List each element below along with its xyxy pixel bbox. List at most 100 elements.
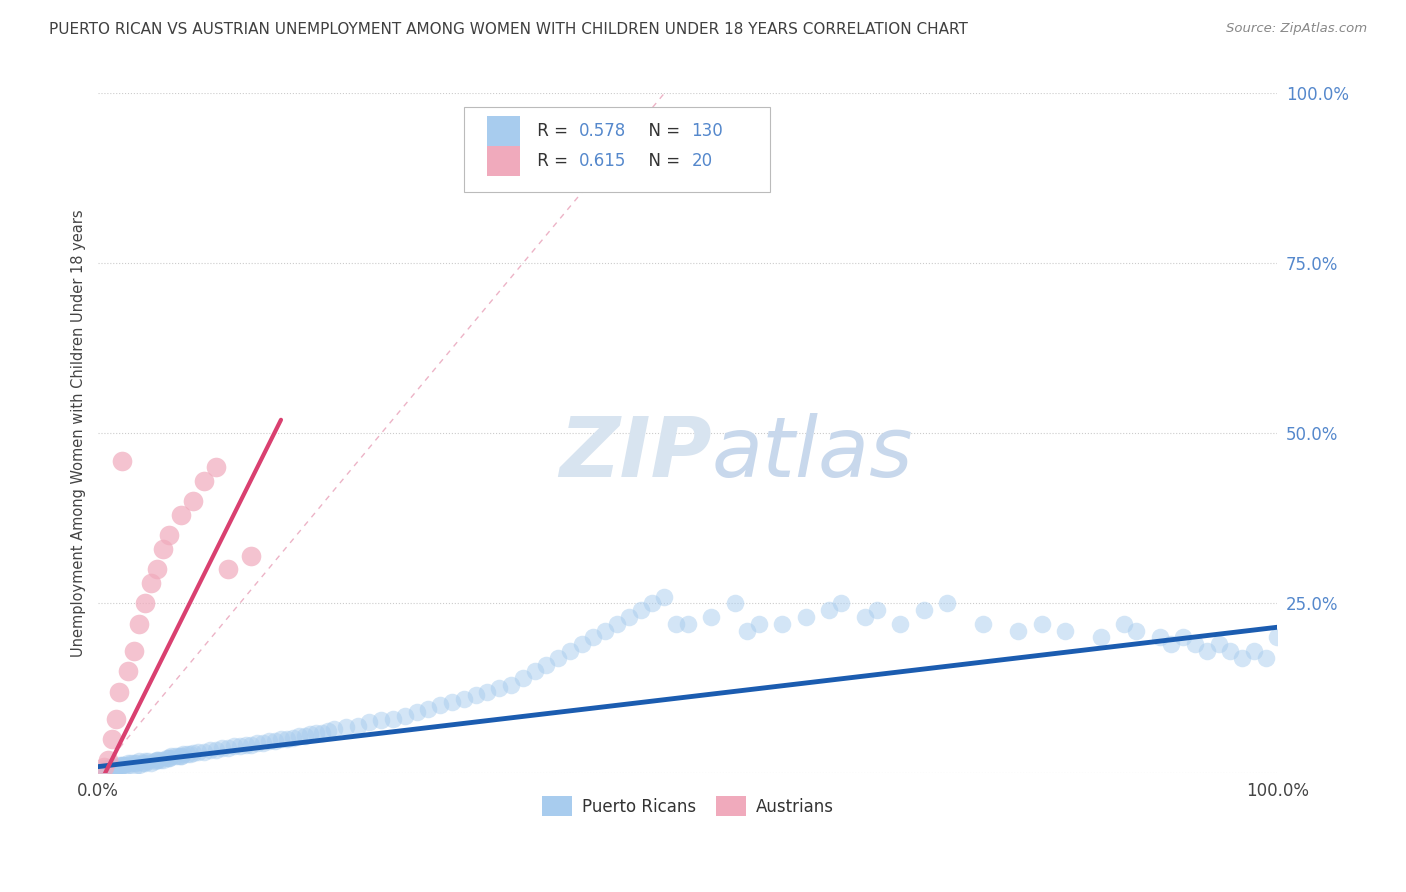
Point bbox=[111, 758, 134, 772]
Point bbox=[889, 616, 911, 631]
Point bbox=[128, 758, 150, 772]
Point bbox=[370, 714, 392, 728]
Point bbox=[1243, 644, 1265, 658]
Point bbox=[179, 747, 201, 762]
Point bbox=[547, 650, 569, 665]
Point bbox=[97, 763, 120, 777]
Text: R =: R = bbox=[531, 122, 574, 140]
Point bbox=[595, 624, 617, 638]
Point bbox=[794, 610, 817, 624]
Point bbox=[155, 751, 177, 765]
Point bbox=[440, 695, 463, 709]
Point bbox=[748, 616, 770, 631]
Point bbox=[571, 637, 593, 651]
Point bbox=[136, 754, 159, 768]
Point bbox=[160, 749, 183, 764]
Point bbox=[146, 753, 169, 767]
Point bbox=[252, 736, 274, 750]
Point bbox=[122, 644, 145, 658]
Point bbox=[558, 644, 581, 658]
Point bbox=[630, 603, 652, 617]
Point bbox=[972, 616, 994, 631]
Point bbox=[652, 590, 675, 604]
Point bbox=[299, 727, 322, 741]
Point bbox=[294, 729, 316, 743]
Point bbox=[187, 745, 209, 759]
Point bbox=[700, 610, 723, 624]
Point bbox=[453, 691, 475, 706]
Text: 130: 130 bbox=[692, 122, 723, 140]
Point bbox=[93, 763, 115, 777]
Point bbox=[146, 753, 169, 767]
Point bbox=[865, 603, 887, 617]
Point bbox=[477, 685, 499, 699]
Point bbox=[98, 759, 121, 773]
Point bbox=[1267, 631, 1289, 645]
Point bbox=[141, 576, 163, 591]
Text: N =: N = bbox=[638, 122, 686, 140]
Point bbox=[104, 759, 127, 773]
Point bbox=[170, 749, 193, 764]
Point bbox=[240, 738, 263, 752]
Text: ZIP: ZIP bbox=[558, 413, 711, 494]
Point bbox=[853, 610, 876, 624]
Point bbox=[111, 453, 134, 467]
Point bbox=[125, 756, 148, 771]
Legend: Puerto Ricans, Austrians: Puerto Ricans, Austrians bbox=[536, 789, 841, 823]
Point bbox=[101, 761, 124, 775]
Point bbox=[141, 756, 163, 771]
Point bbox=[117, 665, 139, 679]
Point bbox=[193, 745, 215, 759]
Point bbox=[287, 729, 309, 743]
Point bbox=[122, 759, 145, 773]
Y-axis label: Unemployment Among Women with Children Under 18 years: Unemployment Among Women with Children U… bbox=[72, 210, 86, 657]
Point bbox=[1208, 637, 1230, 651]
Point bbox=[128, 616, 150, 631]
Point bbox=[211, 740, 233, 755]
Point bbox=[205, 742, 228, 756]
Point bbox=[167, 749, 190, 764]
Point bbox=[170, 508, 193, 522]
Point bbox=[93, 761, 115, 775]
FancyBboxPatch shape bbox=[488, 116, 520, 145]
Point bbox=[1149, 631, 1171, 645]
Point bbox=[346, 719, 368, 733]
Text: PUERTO RICAN VS AUSTRIAN UNEMPLOYMENT AMONG WOMEN WITH CHILDREN UNDER 18 YEARS C: PUERTO RICAN VS AUSTRIAN UNEMPLOYMENT AM… bbox=[49, 22, 969, 37]
Point bbox=[1054, 624, 1077, 638]
Point bbox=[281, 731, 304, 745]
Point bbox=[1184, 637, 1206, 651]
Point bbox=[1160, 637, 1182, 651]
Point bbox=[305, 725, 328, 739]
Point bbox=[270, 732, 292, 747]
Point bbox=[217, 562, 239, 576]
Point bbox=[382, 712, 405, 726]
Point bbox=[394, 708, 416, 723]
Text: N =: N = bbox=[638, 153, 686, 170]
Text: 0.578: 0.578 bbox=[579, 122, 627, 140]
Point bbox=[1125, 624, 1147, 638]
Point bbox=[912, 603, 935, 617]
Point bbox=[228, 739, 250, 754]
Point bbox=[134, 754, 156, 768]
Point bbox=[157, 751, 180, 765]
Point bbox=[128, 754, 150, 768]
Point bbox=[98, 761, 121, 775]
Point bbox=[1171, 631, 1194, 645]
Point bbox=[240, 549, 263, 563]
Point bbox=[316, 724, 339, 739]
Point bbox=[1195, 644, 1218, 658]
Point bbox=[359, 715, 381, 730]
Point bbox=[205, 460, 228, 475]
Point bbox=[117, 758, 139, 772]
Point bbox=[264, 733, 287, 747]
Point bbox=[181, 746, 204, 760]
Point bbox=[200, 742, 222, 756]
Point bbox=[936, 596, 959, 610]
Point bbox=[464, 688, 486, 702]
Point bbox=[1230, 650, 1253, 665]
Point bbox=[157, 751, 180, 765]
Point bbox=[157, 528, 180, 542]
Point bbox=[163, 749, 186, 764]
Point bbox=[112, 758, 135, 772]
Point bbox=[193, 474, 215, 488]
